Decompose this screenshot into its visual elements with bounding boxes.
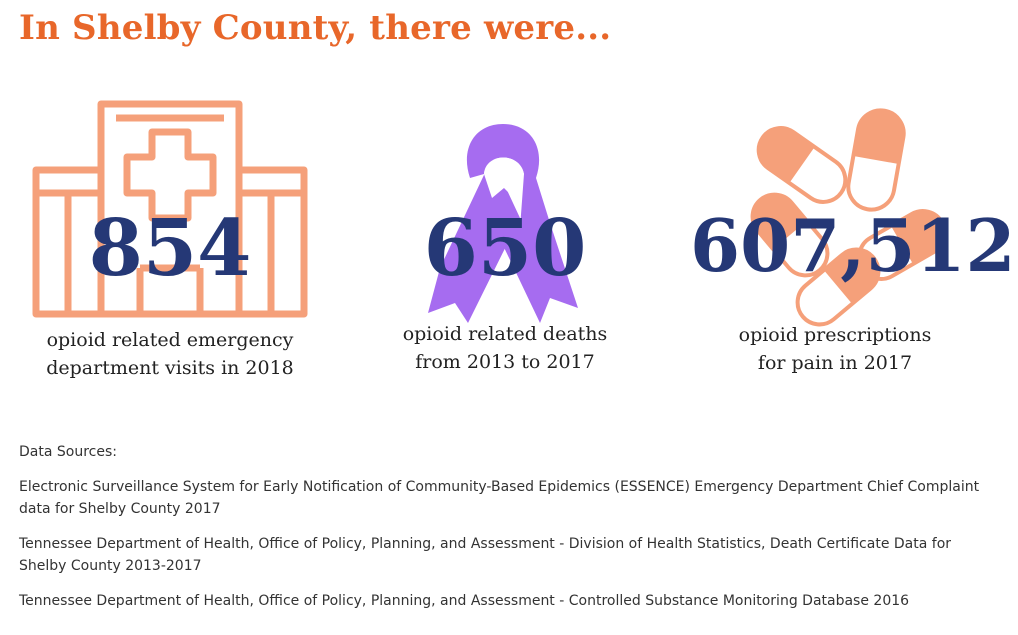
stat-value: 854 (88, 203, 252, 294)
hospital-icon (32, 100, 308, 318)
stat-deaths: 650 opioid related deaths from 2013 to 2… (380, 118, 630, 388)
stat-caption-line2: from 2013 to 2017 (415, 351, 595, 373)
sources-heading: Data Sources: (19, 444, 117, 460)
stat-caption-line2: for pain in 2017 (757, 352, 913, 374)
stat-ed-visits: 854 opioid related emergency department … (30, 100, 310, 390)
stat-value: 650 (423, 203, 587, 294)
stat-prescriptions: 607,512 opioid prescriptions for pain in… (690, 105, 1016, 390)
stat-caption-line1: opioid related emergency (46, 329, 294, 351)
source-item: Tennessee Department of Health, Office o… (19, 536, 952, 574)
stat-caption-line1: opioid related deaths (402, 323, 608, 345)
stat-value: 607,512 (690, 203, 1016, 288)
data-sources: Data Sources: Electronic Surveillance Sy… (19, 441, 994, 625)
source-item: Tennessee Department of Health, Office o… (19, 593, 910, 609)
page-title: In Shelby County, there were... (19, 8, 612, 48)
stat-caption-line1: opioid prescriptions (738, 324, 932, 346)
awareness-ribbon-icon (428, 124, 578, 323)
source-item: Electronic Surveillance System for Early… (19, 479, 980, 517)
pills-icon (750, 108, 947, 327)
stat-caption-line2: department visits in 2018 (46, 357, 294, 379)
